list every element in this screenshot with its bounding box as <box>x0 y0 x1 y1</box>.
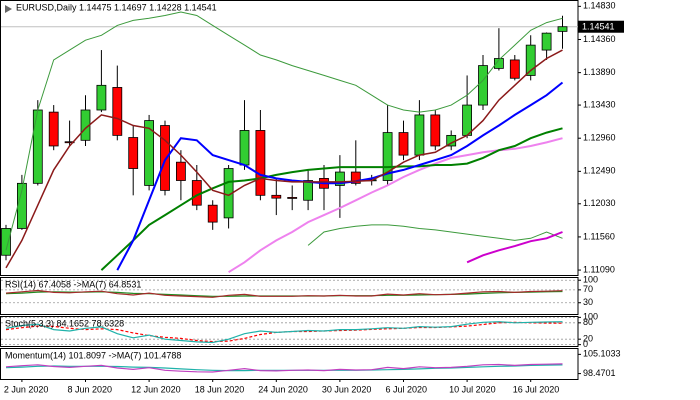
x-tick-label: 30 Jun 2020 <box>322 384 372 394</box>
candle-body <box>112 87 123 136</box>
x-tick-label: 18 Jun 2020 <box>195 384 245 394</box>
candle-body <box>96 84 107 111</box>
y-tick-label: 80 <box>583 317 593 327</box>
pane-frame <box>0 0 579 276</box>
candle-body <box>271 194 282 199</box>
y-tick-label: 1.14360 <box>583 34 616 44</box>
candle-body <box>462 104 473 136</box>
y-tick-label: 1.12960 <box>583 133 616 143</box>
candle-body <box>1 228 11 256</box>
indicator-line <box>5 363 563 373</box>
y-tick-label: 1.11560 <box>583 231 615 241</box>
indicator-line <box>100 127 563 271</box>
candle-body <box>525 44 536 76</box>
candle-body <box>175 161 186 181</box>
x-tick-label: 2 Jun 2020 <box>4 384 49 394</box>
y-tick-label: 105.1033 <box>583 349 621 359</box>
candle-body <box>255 130 266 196</box>
candle-body <box>160 125 170 191</box>
candle-body <box>509 59 520 79</box>
indicator-line <box>5 49 563 269</box>
y-tick-label: 1.12490 <box>583 166 616 176</box>
candle-body <box>128 137 139 169</box>
candle-body <box>382 132 393 181</box>
pane-title: Stoch(5,3,3) 84.1652 78.6328 <box>5 318 124 328</box>
symbol-icon <box>5 5 12 13</box>
y-tick-label: 100 <box>583 275 598 285</box>
pane-frame <box>0 348 579 380</box>
price-tag <box>578 20 624 33</box>
x-tick-label: 10 Jul 2020 <box>449 384 496 394</box>
candle-body <box>430 114 441 147</box>
y-tick-label: 1.12030 <box>583 198 616 208</box>
y-tick-label: 1.13890 <box>583 67 616 77</box>
y-tick-label: 20 <box>583 334 593 344</box>
pane-title: Momentum(14) 101.8097 ->MA(7) 101.4788 <box>5 350 181 360</box>
candle-body <box>557 26 568 32</box>
candle-body <box>32 109 43 184</box>
candle-body <box>493 58 504 69</box>
x-tick-label: 24 Jun 2020 <box>258 384 308 394</box>
pane-title: RSI(14) 67.4058 ->MA(7) 64.8531 <box>5 279 141 289</box>
indicator-line <box>466 231 563 264</box>
price-tag-label: 1.14541 <box>582 22 615 32</box>
indicator-line <box>228 137 563 274</box>
candle-body <box>207 204 218 223</box>
indicator-line <box>5 11 563 251</box>
indicator-line <box>116 81 564 271</box>
candle-body <box>287 197 298 199</box>
y-tick-label: 0 <box>583 339 588 349</box>
candle-body <box>414 114 425 156</box>
y-tick-label: 70 <box>583 284 593 294</box>
y-tick-label: 1.14830 <box>583 1 616 11</box>
candle-body <box>541 32 552 51</box>
y-tick-label: 98.4701 <box>583 368 616 378</box>
candle-body <box>478 65 488 106</box>
candle-body <box>239 130 250 166</box>
y-tick-label: 1.13430 <box>583 99 616 109</box>
candle-body <box>48 111 59 147</box>
candle-body <box>64 141 75 144</box>
candle-body <box>334 171 345 186</box>
x-tick-label: 12 Jun 2020 <box>131 384 181 394</box>
indicator-line <box>307 224 563 246</box>
chart-title: EURUSD,Daily 1.14475 1.14697 1.14228 1.1… <box>16 2 217 12</box>
y-tick-label: 30 <box>583 297 593 307</box>
indicator-line <box>5 321 563 344</box>
candle-body <box>350 171 361 184</box>
y-tick-label: 1.11090 <box>583 264 615 274</box>
candle-body <box>398 132 409 156</box>
x-tick-label: 16 Jul 2020 <box>513 384 560 394</box>
candle-body <box>303 180 314 201</box>
x-tick-label: 6 Jul 2020 <box>386 384 428 394</box>
x-tick-label: 8 Jun 2020 <box>68 384 113 394</box>
indicator-line <box>5 289 563 298</box>
y-tick-label: 100 <box>583 312 598 322</box>
candle-body <box>144 120 155 186</box>
